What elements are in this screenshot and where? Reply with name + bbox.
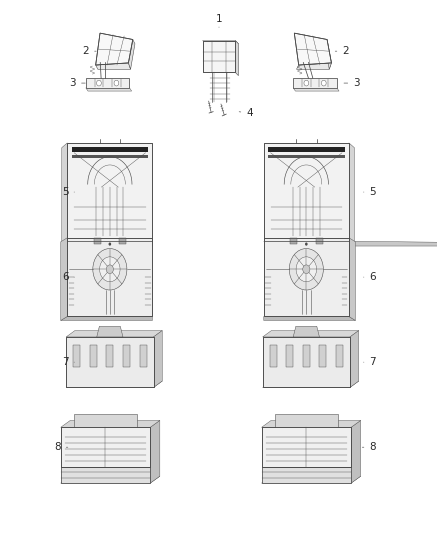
- Polygon shape: [71, 147, 148, 152]
- Text: 6: 6: [62, 272, 74, 282]
- Polygon shape: [67, 143, 152, 241]
- Polygon shape: [203, 41, 238, 44]
- Polygon shape: [336, 344, 343, 367]
- Circle shape: [289, 248, 323, 290]
- Circle shape: [304, 80, 309, 86]
- Polygon shape: [286, 344, 293, 367]
- Polygon shape: [62, 241, 152, 246]
- Polygon shape: [316, 238, 322, 244]
- Text: 3: 3: [69, 78, 85, 88]
- Text: 7: 7: [62, 357, 74, 367]
- Polygon shape: [261, 421, 360, 427]
- Polygon shape: [261, 476, 360, 483]
- Polygon shape: [61, 238, 67, 320]
- Polygon shape: [153, 330, 162, 387]
- Polygon shape: [66, 330, 162, 337]
- Polygon shape: [235, 41, 238, 76]
- Polygon shape: [293, 88, 339, 91]
- Polygon shape: [264, 317, 356, 320]
- Polygon shape: [61, 476, 160, 483]
- Polygon shape: [61, 427, 150, 467]
- Polygon shape: [94, 238, 101, 244]
- Circle shape: [93, 248, 127, 290]
- Polygon shape: [119, 238, 126, 244]
- Circle shape: [321, 80, 326, 86]
- Polygon shape: [297, 63, 332, 69]
- Polygon shape: [263, 381, 359, 387]
- Polygon shape: [203, 41, 235, 72]
- Polygon shape: [86, 88, 132, 91]
- Polygon shape: [350, 330, 359, 387]
- Polygon shape: [261, 427, 351, 467]
- Polygon shape: [264, 143, 349, 241]
- Polygon shape: [62, 143, 67, 246]
- Text: 3: 3: [344, 78, 360, 88]
- Text: 8: 8: [362, 442, 376, 452]
- Polygon shape: [275, 414, 338, 427]
- Polygon shape: [66, 381, 162, 387]
- Polygon shape: [268, 155, 345, 158]
- Polygon shape: [349, 238, 356, 320]
- Text: 1: 1: [215, 14, 223, 27]
- Text: 8: 8: [54, 442, 68, 452]
- Polygon shape: [263, 330, 359, 337]
- Text: 5: 5: [364, 187, 376, 197]
- Text: 2: 2: [82, 46, 96, 56]
- Polygon shape: [90, 344, 97, 367]
- Circle shape: [99, 257, 120, 282]
- Polygon shape: [290, 238, 297, 244]
- Polygon shape: [293, 326, 319, 337]
- Polygon shape: [95, 63, 131, 69]
- Circle shape: [303, 265, 310, 273]
- Text: 2: 2: [336, 46, 349, 56]
- Circle shape: [296, 257, 317, 282]
- Polygon shape: [264, 241, 438, 246]
- Polygon shape: [150, 421, 160, 483]
- Polygon shape: [303, 344, 310, 367]
- Polygon shape: [74, 414, 137, 427]
- Text: 6: 6: [364, 272, 376, 282]
- Polygon shape: [319, 344, 326, 367]
- Polygon shape: [97, 326, 123, 337]
- Polygon shape: [293, 78, 337, 88]
- Polygon shape: [61, 317, 152, 320]
- Circle shape: [106, 265, 113, 273]
- Polygon shape: [128, 39, 135, 69]
- Polygon shape: [61, 467, 150, 483]
- Polygon shape: [261, 467, 351, 483]
- Polygon shape: [263, 337, 350, 387]
- Polygon shape: [325, 39, 332, 69]
- Polygon shape: [71, 155, 148, 158]
- Polygon shape: [264, 238, 349, 317]
- Polygon shape: [270, 344, 277, 367]
- Polygon shape: [66, 337, 153, 387]
- Polygon shape: [86, 78, 130, 88]
- Polygon shape: [106, 344, 113, 367]
- Text: 7: 7: [364, 357, 376, 367]
- Polygon shape: [140, 344, 147, 367]
- Circle shape: [305, 243, 307, 246]
- Polygon shape: [67, 238, 152, 317]
- Polygon shape: [61, 421, 160, 427]
- Polygon shape: [95, 33, 133, 65]
- Circle shape: [114, 80, 119, 86]
- Circle shape: [96, 80, 101, 86]
- Circle shape: [109, 243, 111, 246]
- Polygon shape: [351, 421, 360, 483]
- Text: 4: 4: [239, 108, 253, 118]
- Polygon shape: [294, 33, 332, 65]
- Text: 5: 5: [62, 187, 74, 197]
- Polygon shape: [349, 143, 354, 246]
- Polygon shape: [123, 344, 130, 367]
- Polygon shape: [268, 147, 345, 152]
- Polygon shape: [73, 344, 80, 367]
